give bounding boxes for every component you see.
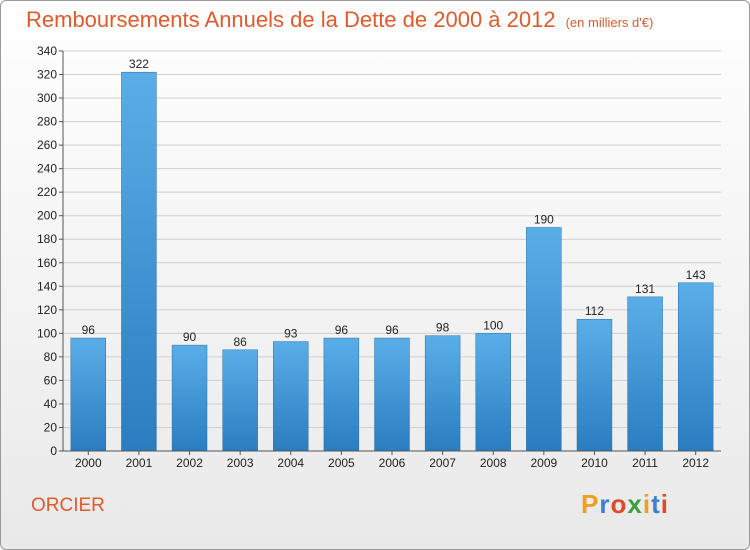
x-tick-label: 2010 xyxy=(581,456,608,470)
x-tick-label: 2002 xyxy=(176,456,203,470)
y-tick-label: 0 xyxy=(50,444,57,458)
bar-2012 xyxy=(677,282,714,452)
data-label: 143 xyxy=(686,268,706,282)
chart-unit: (en milliers d'€) xyxy=(565,15,654,30)
y-tick-label: 280 xyxy=(37,115,57,129)
logo-letter: o xyxy=(610,489,628,519)
y-tick-label: 120 xyxy=(37,303,57,317)
logo-letter: i xyxy=(642,489,652,519)
data-label: 90 xyxy=(183,330,197,344)
bar-2011 xyxy=(627,296,663,452)
data-label: 96 xyxy=(335,323,349,337)
data-label: 96 xyxy=(82,323,96,337)
x-tick-label: 2001 xyxy=(126,456,153,470)
x-tick-label: 2005 xyxy=(328,456,355,470)
logo-letter: t xyxy=(651,489,661,519)
y-tick-label: 160 xyxy=(37,256,57,270)
y-tick-label: 220 xyxy=(37,185,57,199)
logo-letter: i xyxy=(660,489,669,519)
y-tick-label: 260 xyxy=(37,138,57,152)
data-label: 93 xyxy=(284,327,298,341)
proxiti-logo: Proxiti xyxy=(581,489,669,520)
y-tick-label: 40 xyxy=(44,397,58,411)
commune-name: ORCIER xyxy=(31,495,105,516)
x-tick-label: 2011 xyxy=(632,456,658,470)
y-tick-label: 60 xyxy=(44,373,58,387)
bar-2005 xyxy=(323,337,360,452)
y-tick-label: 80 xyxy=(44,350,58,364)
y-tick-label: 340 xyxy=(37,44,57,58)
data-label: 86 xyxy=(233,335,247,349)
x-tick-label: 2012 xyxy=(682,456,709,470)
x-tick-label: 2008 xyxy=(480,456,507,470)
bar-2008 xyxy=(475,333,511,452)
chart-title-text: Remboursements Annuels de la Dette de 20… xyxy=(26,7,556,32)
bar-2006 xyxy=(374,337,410,452)
bar-2001 xyxy=(121,71,157,452)
chart-title: Remboursements Annuels de la Dette de 20… xyxy=(26,7,653,33)
bar-2000 xyxy=(70,337,107,452)
x-tick-label: 2003 xyxy=(227,456,254,470)
logo-letter: x xyxy=(627,489,643,519)
data-label: 190 xyxy=(534,212,554,226)
y-tick-label: 180 xyxy=(37,232,57,246)
bar-2010 xyxy=(576,318,613,452)
bar-2003 xyxy=(222,349,258,452)
data-label: 100 xyxy=(483,318,503,332)
logo-letter: r xyxy=(599,489,611,519)
bars: 96 322 90 86 93 96 96 98 100 190 112 131 143 xyxy=(70,57,714,452)
y-tick-label: 320 xyxy=(37,68,57,82)
y-tick-label: 300 xyxy=(37,91,57,105)
y-tick-label: 140 xyxy=(37,279,57,293)
y-tick-label: 240 xyxy=(37,162,57,176)
bar-2009 xyxy=(526,227,562,452)
y-tick-label: 20 xyxy=(44,420,58,434)
data-label: 131 xyxy=(635,282,655,296)
x-tick-label: 2009 xyxy=(530,456,557,470)
data-label: 98 xyxy=(436,321,450,335)
bar-2007 xyxy=(424,335,461,452)
data-label: 96 xyxy=(385,323,399,337)
x-tick-label: 2004 xyxy=(277,456,304,470)
x-tick-label: 2000 xyxy=(75,456,102,470)
x-tick-label: 2006 xyxy=(379,456,406,470)
bar-2004 xyxy=(273,341,309,452)
y-tick-label: 200 xyxy=(37,209,57,223)
x-tick-label: 2007 xyxy=(429,456,456,470)
data-label: 322 xyxy=(129,57,149,71)
bar-2002 xyxy=(171,344,208,452)
axes: 0 20 40 60 80 100 120 140 160 180 200 220 240 260 280 3… xyxy=(37,44,721,470)
logo-letter: P xyxy=(581,489,600,519)
data-label: 112 xyxy=(585,304,604,318)
y-tick-label: 100 xyxy=(37,326,57,340)
